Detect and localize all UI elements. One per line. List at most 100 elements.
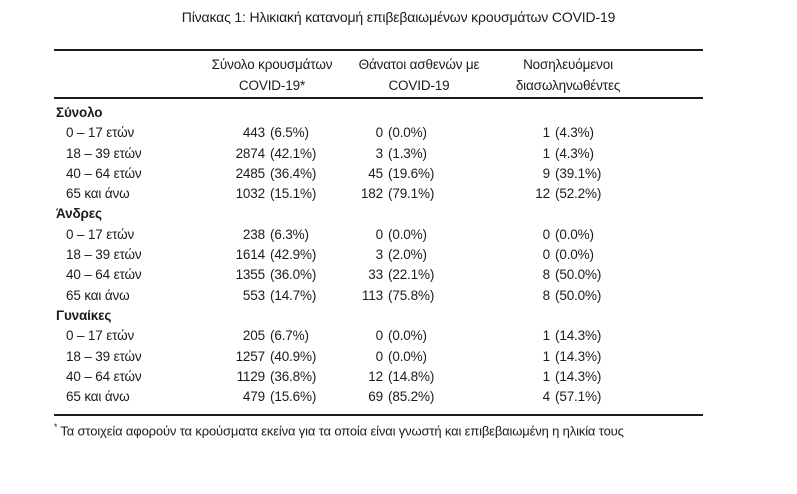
deaths-count: 113 [361, 287, 383, 303]
intubated-cell: 8 (50.0%) [493, 265, 643, 285]
cases-pct: (15.1%) [270, 186, 317, 202]
age-label: 40 – 64 ετών [66, 368, 142, 384]
deaths-cell: 113 (75.8%) [345, 286, 493, 306]
cases-cell: 2485 (36.4%) [199, 164, 345, 184]
cases-cell: 443 (6.5%) [199, 123, 345, 143]
deaths-count: 69 [368, 389, 383, 405]
deaths-cell: 0 (0.0%) [345, 225, 493, 245]
deaths-cell: 33 (22.1%) [345, 265, 493, 285]
table-row: 18 – 39 ετών 1257 (40.9%) 0 (0.0%) 1 (14.3%… [54, 347, 703, 367]
age-label: 65 και άνω [66, 389, 130, 405]
deaths-pct: (0.0%) [388, 226, 427, 242]
table-header-row: Σύνολο κρουσμάτων COVID-19* Θάνατοι ασθε… [54, 51, 703, 99]
deaths-pct: (2.0%) [388, 247, 427, 263]
cases-count: 2874 [235, 145, 266, 161]
deaths-cell: 0 (0.0%) [345, 347, 493, 367]
intubated-cell: 1 (4.3%) [493, 123, 643, 143]
column-header-intubated-line2: διασωληνωθέντες [515, 78, 621, 93]
deaths-pct: (22.1%) [388, 267, 435, 283]
intubated-cell: 1 (14.3%) [493, 326, 643, 346]
intubated-pct: (0.0%) [555, 247, 594, 263]
intubated-cell: 1 (4.3%) [493, 144, 643, 164]
age-label: 0 – 17 ετών [66, 226, 135, 242]
cases-count: 2485 [235, 165, 266, 181]
intubated-cell: 1 (14.3%) [493, 347, 643, 367]
deaths-pct: (79.1%) [388, 186, 435, 202]
deaths-cell: 12 (14.8%) [345, 367, 493, 387]
table-body: Σύνολο 0 – 17 ετών 443 (6.5%) 0 (0.0%) 1 (4… [54, 99, 703, 414]
intubated-count: 9 [542, 165, 551, 181]
deaths-pct: (1.3%) [388, 145, 427, 161]
column-header-cases-line1: Σύνολο κρουσμάτων [211, 57, 333, 72]
age-label: 40 – 64 ετών [66, 267, 142, 283]
column-header-empty [54, 54, 199, 96]
table-row: 40 – 64 ετών 1129 (36.8%) 12 (14.8%) 1 (14.… [54, 367, 703, 387]
deaths-pct: (0.0%) [388, 348, 427, 364]
table-row: 65 και άνω 553 (14.7%) 113 (75.8%) 8 (50.0%… [54, 286, 703, 306]
intubated-pct: (14.3%) [555, 348, 602, 364]
intubated-pct: (52.2%) [555, 186, 602, 202]
intubated-count: 8 [542, 287, 551, 303]
cases-pct: (36.4%) [270, 165, 317, 181]
intubated-cell: 4 (57.1%) [493, 387, 643, 407]
deaths-cell: 3 (1.3%) [345, 144, 493, 164]
deaths-count: 12 [368, 368, 383, 384]
deaths-cell: 0 (0.0%) [345, 326, 493, 346]
deaths-cell: 69 (85.2%) [345, 387, 493, 407]
deaths-cell: 3 (2.0%) [345, 245, 493, 265]
cases-pct: (40.9%) [270, 348, 317, 364]
cases-pct: (42.9%) [270, 247, 317, 263]
cases-pct: (36.0%) [270, 267, 317, 283]
covid-age-distribution-table: Σύνολο κρουσμάτων COVID-19* Θάνατοι ασθε… [54, 49, 703, 417]
deaths-pct: (0.0%) [388, 328, 427, 344]
column-header-cases-line2: COVID-19* [238, 78, 306, 93]
deaths-pct: (85.2%) [388, 389, 435, 405]
deaths-count: 3 [375, 247, 384, 263]
deaths-pct: (0.0%) [388, 125, 427, 141]
cases-count: 1614 [235, 247, 266, 263]
cases-count: 1257 [235, 348, 266, 364]
cases-cell: 1614 (42.9%) [199, 245, 345, 265]
intubated-cell: 1 (14.3%) [493, 367, 643, 387]
cases-cell: 1257 (40.9%) [199, 347, 345, 367]
intubated-cell: 8 (50.0%) [493, 286, 643, 306]
intubated-count: 8 [542, 267, 551, 283]
intubated-cell: 0 (0.0%) [493, 245, 643, 265]
table-row: 0 – 17 ετών 205 (6.7%) 0 (0.0%) 1 (14.3%) [54, 326, 703, 346]
deaths-pct: (19.6%) [388, 165, 435, 181]
deaths-count: 182 [360, 186, 383, 202]
cases-count: 1129 [236, 368, 266, 384]
age-label: 18 – 39 ετών [66, 145, 142, 161]
cases-pct: (6.3%) [270, 226, 309, 242]
deaths-count: 3 [375, 145, 384, 161]
intubated-pct: (50.0%) [555, 287, 602, 303]
table-row: 18 – 39 ετών 2874 (42.1%) 3 (1.3%) 1 (4.3%) [54, 144, 703, 164]
deaths-count: 0 [375, 348, 384, 364]
age-label: 40 – 64 ετών [66, 165, 142, 181]
deaths-cell: 182 (79.1%) [345, 184, 493, 204]
cases-cell: 205 (6.7%) [199, 326, 345, 346]
cases-cell: 1032 (15.1%) [199, 184, 345, 204]
cases-count: 553 [242, 287, 265, 303]
table-row: 40 – 64 ετών 2485 (36.4%) 45 (19.6%) 9 (39.… [54, 164, 703, 184]
cases-cell: 1129 (36.8%) [199, 367, 345, 387]
column-header-intubated-line1: Νοσηλευόμενοι [523, 57, 613, 72]
cases-pct: (42.1%) [270, 145, 317, 161]
section-label: Άνδρες [56, 206, 102, 222]
age-label: 0 – 17 ετών [66, 125, 135, 141]
cases-count: 1032 [235, 186, 266, 202]
cases-cell: 238 (6.3%) [199, 225, 345, 245]
footnote-asterisk: * [54, 422, 58, 432]
intubated-pct: (50.0%) [555, 267, 602, 283]
cases-cell: 1355 (36.0%) [199, 265, 345, 285]
cases-count: 479 [242, 389, 265, 405]
section-row-total: Σύνολο [54, 103, 703, 123]
table-row: 0 – 17 ετών 238 (6.3%) 0 (0.0%) 0 (0.0%) [54, 225, 703, 245]
intubated-count: 12 [535, 186, 550, 202]
cases-pct: (6.5%) [270, 125, 309, 141]
cases-count: 443 [242, 125, 265, 141]
deaths-count: 0 [375, 226, 384, 242]
cases-cell: 553 (14.7%) [199, 286, 345, 306]
intubated-count: 1 [542, 328, 551, 344]
table-row: 65 και άνω 1032 (15.1%) 182 (79.1%) 12 (52.… [54, 184, 703, 204]
